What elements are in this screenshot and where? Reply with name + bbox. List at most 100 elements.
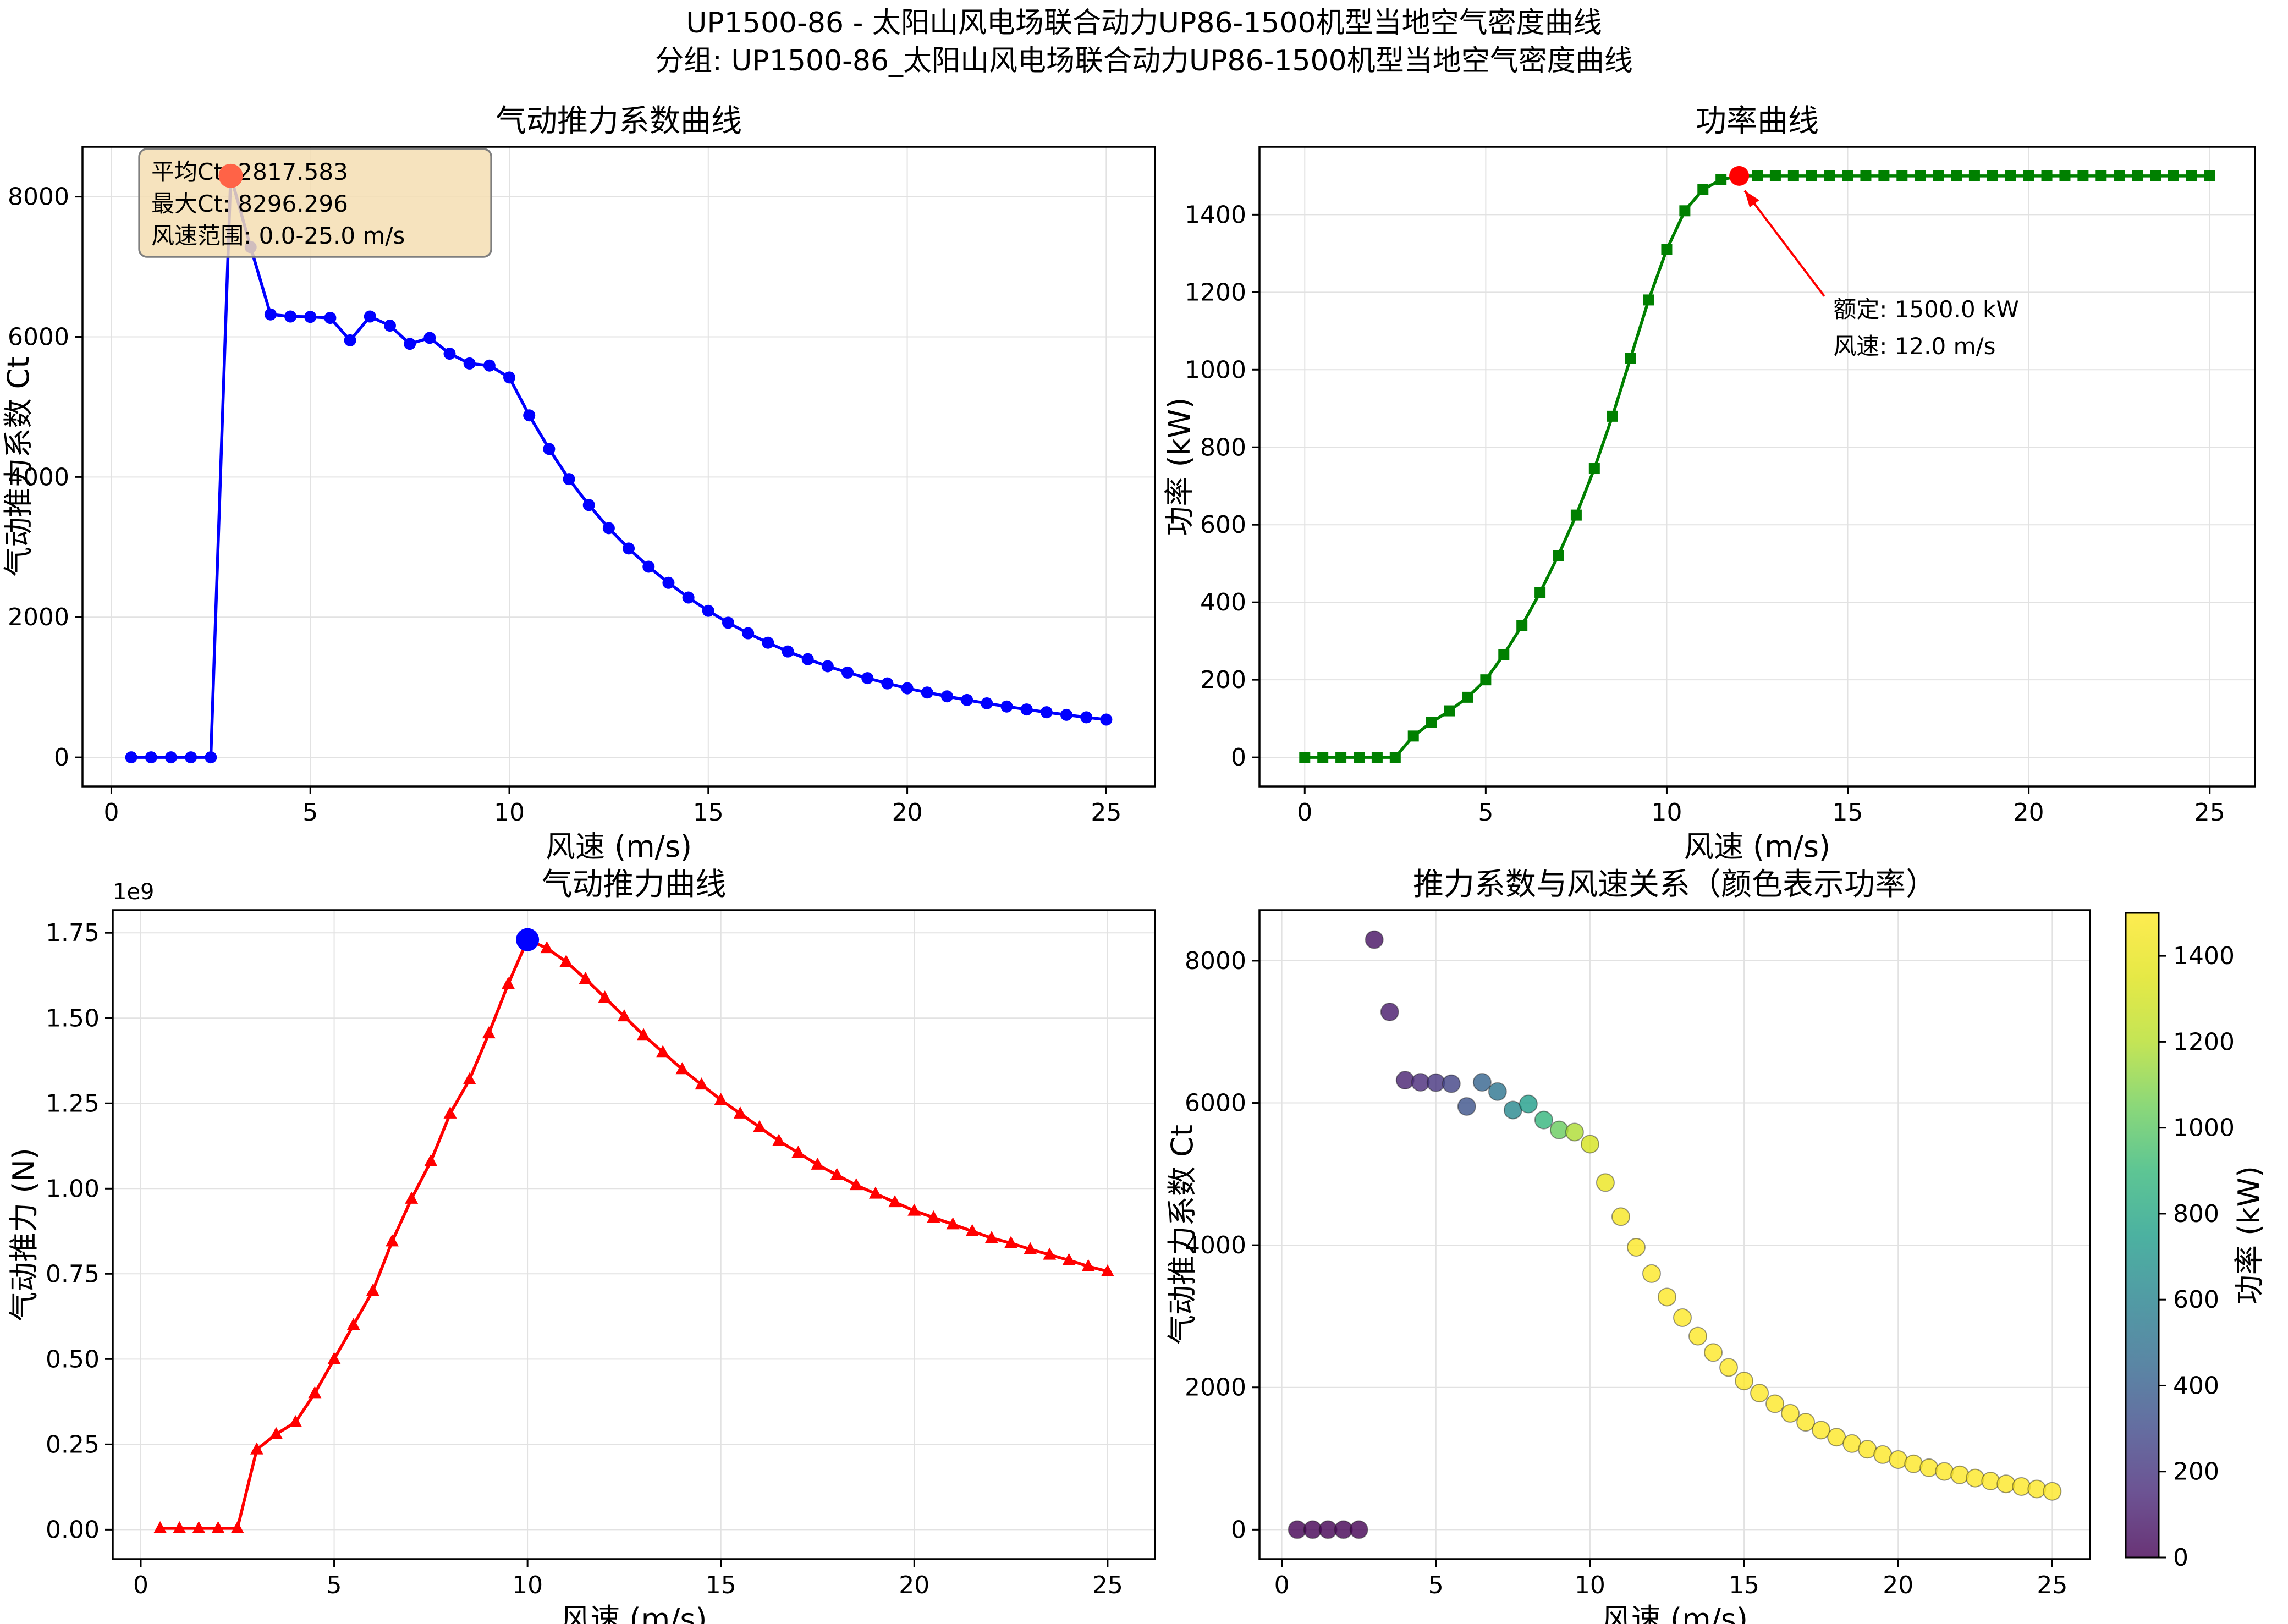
scatter-xtick-label: 20 (1883, 1571, 1913, 1599)
scatter-grid (1260, 910, 2090, 1559)
power-axes-frame (1258, 146, 2256, 788)
scatter-xtick-label: 0 (1274, 1571, 1290, 1599)
scatter-xtick-label: 25 (2037, 1571, 2067, 1599)
scatter-ytick-label: 2000 (1185, 1374, 1246, 1402)
power-rated-text-1: 额定: 1500.0 kW (1833, 296, 2019, 323)
thrust-xlabel: 风速 (m/s) (560, 1602, 707, 1624)
power-ytick-label: 200 (1200, 666, 1246, 694)
ct-stats-line-1: 平均Ct: 2817.583 (151, 158, 348, 185)
scatter-ytick-label: 6000 (1185, 1089, 1246, 1117)
ct-stats-line-3: 风速范围: 0.0-25.0 m/s (151, 222, 405, 249)
power-line (1303, 174, 2212, 759)
ct-xtick-label: 25 (1091, 799, 1121, 827)
thrust-xtick-label: 0 (133, 1571, 148, 1599)
power-ytick-label: 1000 (1185, 356, 1246, 384)
colorbar-tick-label: 1200 (2173, 1028, 2235, 1056)
power-ytick-label: 1400 (1185, 201, 1246, 229)
scatter-ytick-label: 0 (1231, 1516, 1246, 1544)
colorbar: 0 200 400 600 800 1000 1200 1400 功率 (kW) (2125, 912, 2267, 1572)
colorbar-tick-label: 0 (2173, 1544, 2188, 1572)
scatter-ytick-label: 8000 (1185, 947, 1246, 975)
ct-axes-frame (81, 146, 1156, 788)
thrust-markers (153, 932, 1114, 1533)
scatter-xlabel: 风速 (m/s) (1602, 1602, 1748, 1624)
power-markers (1299, 170, 2215, 763)
ct-ticks: 0 5 10 15 20 25 0 2000 4000 6000 8000 (8, 183, 1121, 827)
thrust-ytick-label: 0.75 (46, 1260, 100, 1288)
ct-stats-box: 平均Ct: 2817.583 最大Ct: 8296.296 风速范围: 0.0-25… (138, 148, 492, 258)
suptitle-line-2: 分组: UP1500-86_太阳山风电场联合动力UP86-1500机型当地空气密… (655, 44, 1633, 78)
scatter-xtick-label: 10 (1575, 1571, 1605, 1599)
thrust-title: 气动推力曲线 (542, 867, 727, 902)
scatter-ticks: 0 5 10 15 20 25 0 2000 4000 6000 8000 (1185, 947, 2067, 1599)
ct-ytick-label: 4000 (8, 463, 69, 491)
ct-grid (82, 147, 1155, 786)
ct-xtick-label: 10 (494, 799, 525, 827)
scatter-xtick-label: 15 (1729, 1571, 1759, 1599)
thrust-ylabel: 气动推力 (N) (7, 1148, 41, 1322)
thrust-grid (113, 910, 1155, 1559)
suptitle-line-1: UP1500-86 - 太阳山风电场联合动力UP86-1500机型当地空气密度曲… (686, 7, 1602, 40)
thrust-ytick-label: 1.00 (46, 1175, 100, 1203)
scatter-xtick-label: 5 (1428, 1571, 1444, 1599)
power-xtick-label: 25 (2194, 799, 2225, 827)
power-xtick-label: 15 (1833, 799, 1863, 827)
ct-xtick-label: 20 (892, 799, 923, 827)
colorbar-tick-label: 200 (2173, 1458, 2219, 1486)
power-xtick-label: 5 (1478, 799, 1493, 827)
scatter-axes-frame (1258, 909, 2091, 1560)
thrust-xtick-label: 20 (899, 1571, 930, 1599)
power-ytick-label: 0 (1231, 744, 1246, 772)
ct-line (129, 174, 1108, 759)
power-xtick-label: 10 (1651, 799, 1682, 827)
power-rated-text-2: 风速: 12.0 m/s (1833, 333, 1995, 360)
ct-xlabel: 风速 (m/s) (546, 829, 692, 864)
power-ytick-label: 1200 (1185, 278, 1246, 306)
thrust-ytick-label: 1.75 (46, 919, 100, 947)
scatter-title: 推力系数与风速关系（颜色表示功率） (1413, 867, 1937, 902)
ct-subplot: 平均Ct: 2817.583 最大Ct: 8296.296 风速范围: 0.0-25… (1, 103, 1156, 864)
colorbar-tick-label: 800 (2173, 1200, 2219, 1228)
power-title: 功率曲线 (1696, 103, 1819, 139)
scatter-ytick-label: 4000 (1185, 1231, 1246, 1259)
power-xtick-label: 0 (1297, 799, 1312, 827)
ct-stats-line-2: 最大Ct: 8296.296 (151, 190, 348, 217)
thrust-xtick-label: 10 (512, 1571, 543, 1599)
ct-title: 气动推力系数曲线 (496, 103, 742, 139)
ct-highlight-dot (218, 163, 243, 188)
colorbar-gradient (2125, 912, 2160, 1559)
ct-markers (125, 169, 1113, 764)
thrust-ytick-label: 0.50 (46, 1345, 100, 1373)
power-highlight-dot (1729, 166, 1750, 186)
colorbar-tick-label: 1000 (2173, 1114, 2235, 1142)
thrust-line (158, 938, 1109, 1530)
ct-xtick-label: 15 (693, 799, 724, 827)
ct-ytick-label: 2000 (8, 603, 69, 631)
power-ylabel: 功率 (kW) (1162, 398, 1197, 536)
thrust-xtick-label: 25 (1092, 1571, 1123, 1599)
power-subplot: 额定: 1500.0 kW 风速: 12.0 m/s 0 5 10 15 20 25 0 200 4… (1162, 103, 2256, 864)
thrust-ytick-label: 1.25 (46, 1089, 100, 1117)
thrust-axes-frame (112, 909, 1156, 1560)
thrust-xtick-label: 15 (706, 1571, 736, 1599)
colorbar-tick-label: 1400 (2173, 942, 2235, 970)
thrust-ytick-label: 0.25 (46, 1430, 100, 1458)
power-arrow-head (1744, 190, 1759, 208)
power-ytick-label: 800 (1200, 433, 1246, 461)
power-ytick-label: 600 (1200, 511, 1246, 539)
ct-xtick-label: 5 (302, 799, 318, 827)
ct-ytick-label: 0 (54, 744, 69, 772)
figure-suptitle: UP1500-86 - 太阳山风电场联合动力UP86-1500机型当地空气密度曲… (0, 4, 2288, 80)
thrust-ytick-label: 1.50 (46, 1004, 100, 1032)
scatter-ylabel: 气动推力系数 Ct (1165, 1125, 1200, 1345)
colorbar-tick-label: 600 (2173, 1286, 2219, 1314)
colorbar-label: 功率 (kW) (2232, 1166, 2267, 1304)
thrust-offset-text: 1e9 (113, 879, 155, 905)
power-xlabel: 风速 (m/s) (1684, 829, 1830, 864)
power-ytick-label: 400 (1200, 588, 1246, 616)
ct-xtick-label: 0 (103, 799, 119, 827)
power-ticks: 0 5 10 15 20 25 0 200 400 600 800 1000 1200 1400 (1185, 201, 2225, 827)
